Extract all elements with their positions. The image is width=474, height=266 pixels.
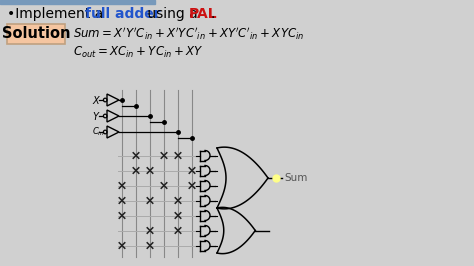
Text: using a: using a xyxy=(143,7,202,21)
Text: $C_{out}=XC_{in}+YC_{in}+XY$: $C_{out}=XC_{in}+YC_{in}+XY$ xyxy=(73,44,204,60)
Text: $X$: $X$ xyxy=(92,94,101,106)
Text: $C_{in}$: $C_{in}$ xyxy=(92,126,105,138)
Bar xyxy=(0,0,155,3)
Text: $Y$: $Y$ xyxy=(92,110,100,122)
Text: .: . xyxy=(211,7,215,21)
Text: $\mathit{Sum}=X'Y'C_{in}+X'YC'_{in}+XY'C'_{in}+XYC_{in}$: $\mathit{Sum}=X'Y'C_{in}+X'YC'_{in}+XY'C… xyxy=(73,26,304,42)
Text: full adder: full adder xyxy=(85,7,161,21)
Text: Solution: Solution xyxy=(2,27,70,41)
Text: •Implement a: •Implement a xyxy=(7,7,108,21)
Text: Sum: Sum xyxy=(284,173,307,183)
Text: PAL: PAL xyxy=(189,7,218,21)
FancyBboxPatch shape xyxy=(7,24,65,44)
